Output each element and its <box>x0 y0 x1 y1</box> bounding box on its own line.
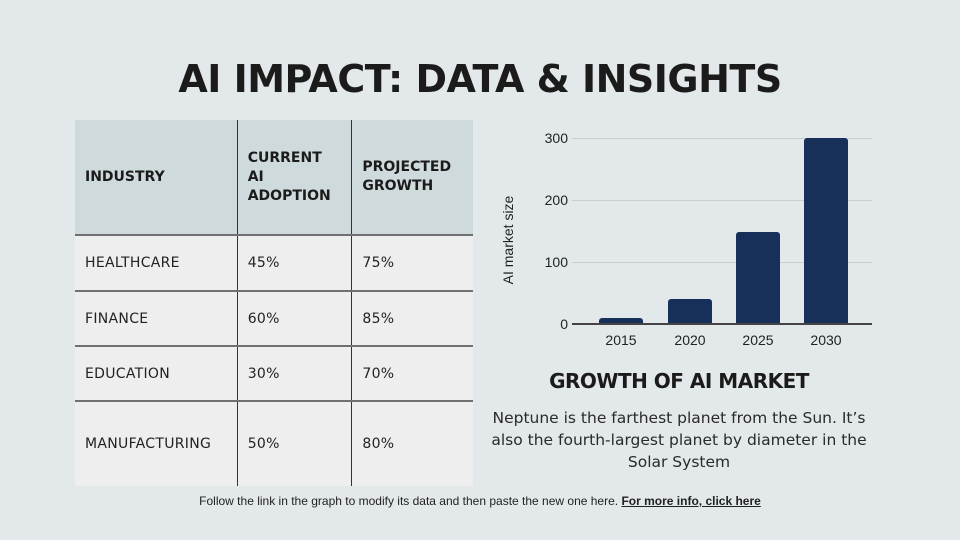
table-row: HEALTHCARE 45% 75% <box>75 235 473 292</box>
chart-description: Neptune is the farthest planet from the … <box>491 409 867 471</box>
table-row: MANUFACTURING 50% 80% <box>75 401 473 486</box>
cell-industry: HEALTHCARE <box>75 235 238 292</box>
cell-current: 50% <box>237 401 353 486</box>
cell-current: 60% <box>237 291 353 347</box>
cell-projected: 85% <box>351 291 473 347</box>
market-bar-chart[interactable]: AI market size 300 200 100 0 2015 2020 2… <box>490 120 880 360</box>
cell-current: 45% <box>237 235 353 292</box>
header-projected-growth-label: PROJECTED GROWTH <box>362 159 452 194</box>
cell-industry: FINANCE <box>75 291 238 347</box>
bar-2015[interactable] <box>599 318 643 324</box>
cell-industry: MANUFACTURING <box>75 401 238 486</box>
footer-note: Follow the link in the graph to modify i… <box>0 494 960 508</box>
table-row: EDUCATION 30% 70% <box>75 346 473 402</box>
y-tick-100: 100 <box>544 254 568 270</box>
cell-projected: 70% <box>351 346 473 402</box>
chart-title: GROWTH OF AI MARKET <box>549 369 809 393</box>
cell-projected: 75% <box>351 235 473 292</box>
x-tick-2020: 2020 <box>674 332 706 348</box>
cell-industry: EDUCATION <box>75 346 238 402</box>
cell-current: 30% <box>237 346 353 402</box>
y-tick-200: 200 <box>544 192 568 208</box>
x-tick-2030: 2030 <box>810 332 842 348</box>
industry-table: INDUSTRY CURRENT AI ADOPTION PROJECTED G… <box>75 120 473 486</box>
y-axis-label: AI market size <box>500 195 516 285</box>
table-row: FINANCE 60% 85% <box>75 291 473 347</box>
x-tick-2025: 2025 <box>742 332 774 348</box>
bar-2030[interactable] <box>804 138 848 324</box>
bar-2020[interactable] <box>668 299 712 324</box>
page-title: AI IMPACT: DATA & INSIGHTS <box>178 57 782 101</box>
y-tick-300: 300 <box>544 130 568 146</box>
footer-text: Follow the link in the graph to modify i… <box>199 494 619 508</box>
gridline-300 <box>572 138 872 139</box>
y-tick-0: 0 <box>560 316 568 332</box>
table-header-row: INDUSTRY CURRENT AI ADOPTION PROJECTED G… <box>75 120 473 236</box>
header-projected-growth: PROJECTED GROWTH <box>351 120 473 236</box>
x-tick-2015: 2015 <box>605 332 637 348</box>
gridline-100 <box>572 262 872 263</box>
cell-projected: 80% <box>351 401 473 486</box>
bar-2025[interactable] <box>736 232 780 324</box>
x-axis-line <box>572 323 872 325</box>
gridline-200 <box>572 200 872 201</box>
header-industry: INDUSTRY <box>75 120 238 236</box>
header-current-adoption: CURRENT AI ADOPTION <box>237 120 353 236</box>
header-current-adoption-label: CURRENT AI ADOPTION <box>247 149 331 204</box>
more-info-link[interactable]: For more info, click here <box>621 494 761 508</box>
